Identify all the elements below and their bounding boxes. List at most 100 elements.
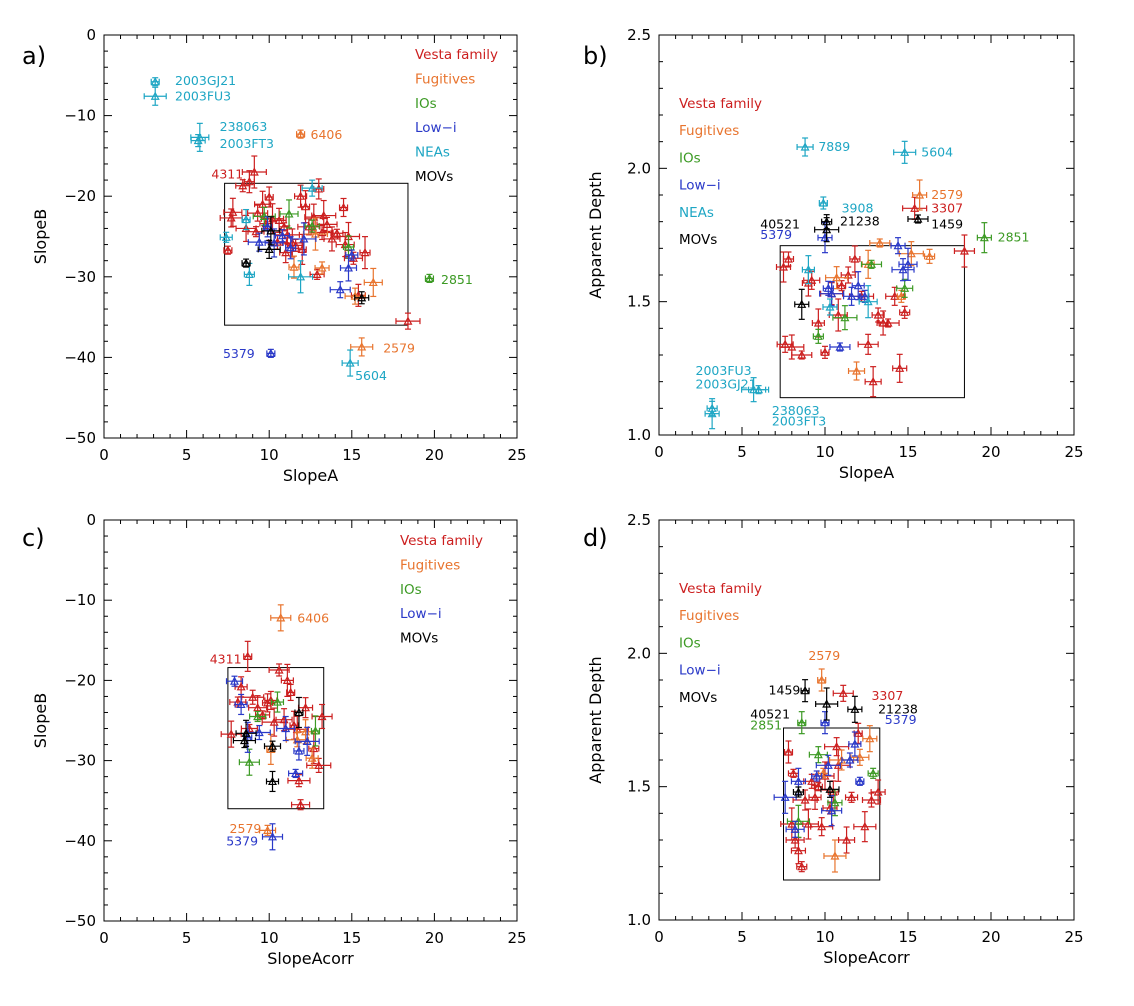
plot-frame — [658, 519, 1075, 921]
data-point-lowi — [274, 229, 291, 243]
data-point-ios — [797, 711, 807, 735]
y-axis-label: SlopeB — [31, 693, 50, 748]
point-annotation: 21238 — [878, 701, 918, 716]
data-point-neas — [747, 384, 770, 395]
data-point-lowi — [266, 348, 276, 358]
data-point-ios — [812, 328, 824, 344]
point-annotation: 1459 — [931, 216, 963, 231]
data-point-movs — [261, 216, 281, 246]
point-annotation: 40521 — [750, 707, 790, 722]
x-tick-label: 20 — [425, 929, 444, 947]
legend-entry: Low−i — [679, 663, 721, 679]
legend-entry: Low−i — [400, 606, 442, 622]
data-point-fugitives — [825, 266, 849, 290]
data-point-lowi — [247, 232, 271, 252]
data-point-ios — [860, 259, 883, 269]
x-tick-label: 5 — [182, 446, 192, 464]
data-point-ios — [976, 222, 992, 254]
legend-entry: Fugitives — [400, 557, 460, 573]
plot-frame — [658, 34, 1075, 436]
point-annotation: 7889 — [818, 139, 850, 154]
data-point-movs — [265, 770, 280, 793]
y-tick-label: 1.0 — [627, 911, 651, 929]
data-point-lowi — [821, 795, 843, 827]
data-point-lowi — [820, 711, 830, 735]
y-tick-label: −20 — [64, 187, 96, 205]
data-point-neas — [822, 298, 838, 316]
x-tick-label: 10 — [815, 443, 834, 461]
data-point-lowi — [293, 741, 305, 761]
data-point-neas — [301, 179, 323, 197]
data-point-vesta — [776, 335, 794, 353]
point-annotation: 2003FU3 — [175, 88, 231, 103]
data-point-lowi — [817, 222, 833, 254]
data-point-vesta — [810, 817, 834, 837]
data-point-vesta — [220, 720, 242, 748]
y-axis-label: Apparent Depth — [586, 656, 605, 783]
legend-entry: MOVs — [400, 631, 438, 647]
point-annotation: 2003FU3 — [696, 363, 752, 378]
x-axis-label: SlopeAcorr — [823, 948, 910, 967]
data-point-vesta — [899, 305, 911, 319]
point-annotation: 2003GJ21 — [175, 73, 236, 88]
chart-panel-1: 0 5 10 15 20 25 0 −10 −20 −30 −40 −50 SlopeA SlopeB 20… — [31, 26, 527, 485]
data-point-movs — [792, 786, 805, 798]
x-tick-label: 25 — [1064, 443, 1083, 461]
data-point-neas — [287, 260, 314, 294]
data-point-ios — [249, 710, 267, 723]
legend-entry: MOVs — [679, 690, 717, 706]
data-point-vesta — [857, 333, 879, 355]
legend-entry: NEAs — [415, 145, 450, 161]
data-point-vesta — [813, 781, 823, 792]
data-point-vesta — [902, 196, 928, 220]
chart-panel-2: 0 5 10 15 20 25 1.0 1.5 2.0 2.5 SlopeA Apparent Dep… — [586, 26, 1084, 482]
y-axis-label: Apparent Depth — [586, 171, 605, 298]
legend-entry: NEAs — [679, 205, 714, 221]
data-point-lowi — [785, 820, 805, 838]
point-annotation: 2579 — [808, 648, 840, 663]
data-point-fugitives — [305, 747, 319, 769]
point-annotation: 2851 — [441, 272, 473, 287]
x-tick-label: 20 — [981, 928, 1000, 946]
selection-box — [227, 667, 325, 810]
legend-entry: IOs — [679, 150, 701, 166]
data-point-vesta — [290, 799, 311, 811]
point-annotation: 1459 — [769, 683, 801, 698]
data-point-lowi — [276, 715, 296, 742]
data-point-vesta — [316, 216, 338, 233]
x-tick-label: 10 — [815, 928, 834, 946]
data-point-vesta — [286, 683, 296, 702]
data-point-neas — [190, 133, 206, 148]
legend-entry: Low−i — [415, 120, 457, 136]
data-point-lowi — [261, 823, 284, 851]
legend-entry: MOVs — [679, 232, 717, 248]
data-point-vesta — [853, 722, 863, 744]
data-point-vesta — [861, 792, 882, 808]
data-point-neas — [341, 349, 359, 377]
data-point-vesta — [820, 345, 830, 359]
y-tick-label: −20 — [64, 671, 96, 689]
data-point-vesta — [832, 684, 854, 702]
legend-entry: Fugitives — [679, 123, 739, 139]
data-point-lowi — [345, 249, 359, 261]
data-point-vesta — [243, 640, 253, 672]
x-tick-label: 5 — [737, 928, 747, 946]
data-point-vesta — [824, 737, 850, 757]
x-axis-label: SlopeAcorr — [267, 949, 354, 968]
y-tick-label: −50 — [64, 912, 96, 930]
data-point-ios — [832, 305, 858, 331]
legend-entry: Vesta family — [415, 47, 498, 63]
data-point-neas — [858, 285, 878, 319]
data-point-lowi — [288, 768, 304, 779]
point-annotation: 5604 — [921, 144, 953, 159]
data-point-movs — [263, 740, 282, 752]
x-tick-label: 15 — [342, 929, 361, 947]
data-point-vesta — [837, 826, 856, 854]
y-tick-label: −30 — [64, 752, 96, 770]
data-point-vesta — [787, 768, 800, 778]
data-point-neas — [801, 255, 816, 285]
legend-entry: IOs — [400, 582, 422, 598]
data-point-vesta — [782, 251, 795, 267]
data-point-vesta — [240, 723, 258, 734]
